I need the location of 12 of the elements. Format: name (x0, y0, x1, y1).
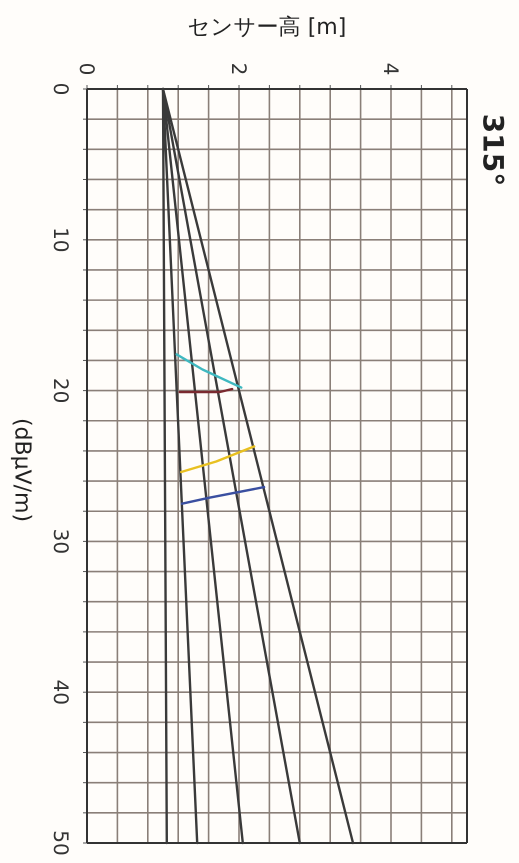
x-tick-label: 2 (227, 62, 251, 76)
y-tick-label: 20 (49, 378, 73, 404)
text: 315° (476, 114, 510, 186)
x-axis-title: センサー高 [m] (188, 15, 346, 40)
y-tick-label: 0 (49, 82, 73, 96)
x-tick-label: 4 (379, 62, 403, 76)
y-tick-label: 50 (49, 830, 73, 856)
y-tick-label: 10 (49, 227, 73, 253)
y-tick-label: 30 (49, 528, 73, 554)
y-tick-label: 40 (49, 679, 73, 705)
y-axis-title: (dBμV/m) (10, 418, 34, 522)
x-tick-label: 0 (75, 62, 99, 76)
